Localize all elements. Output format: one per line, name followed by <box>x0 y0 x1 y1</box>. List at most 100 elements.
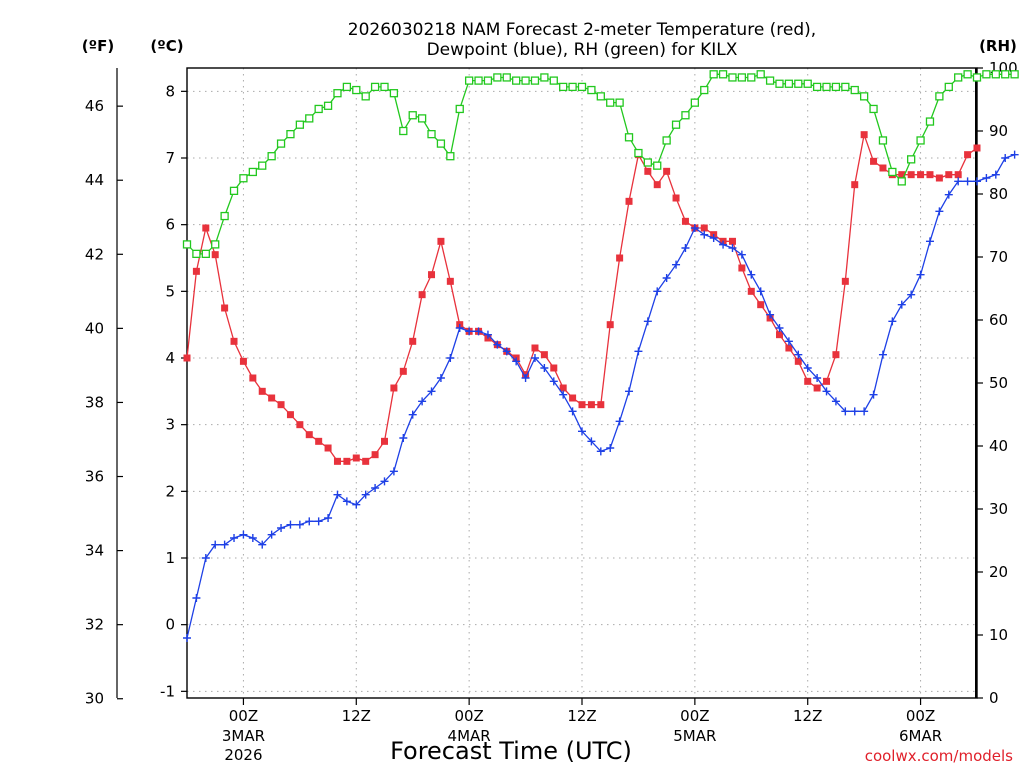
rh-point <box>728 73 737 82</box>
rh-point <box>201 249 210 259</box>
temperature-point <box>531 344 539 352</box>
dewpoint-point <box>690 224 699 232</box>
temperature-point <box>785 344 793 352</box>
dewpoint-point <box>615 417 624 426</box>
temperature-point <box>192 267 200 275</box>
dewpoint-point <box>850 407 859 416</box>
dewpoint-point <box>681 244 690 252</box>
temperature-point <box>315 437 323 445</box>
temperature-point <box>587 401 595 409</box>
rh-point <box>314 104 323 114</box>
dewpoint-point <box>841 407 850 416</box>
rh-point <box>822 82 831 92</box>
temperature-point <box>917 171 925 179</box>
rh-tick-label: 50 <box>989 374 1008 392</box>
rh-point <box>653 161 662 170</box>
dewpoint-point <box>493 340 502 349</box>
rh-point <box>352 85 361 95</box>
temperature-point <box>202 224 210 232</box>
dewpoint-point <box>775 324 784 332</box>
temperature-point <box>362 457 370 465</box>
dewpoint-point <box>860 407 869 416</box>
rh-point <box>954 73 963 82</box>
dewpoint-point <box>935 207 944 216</box>
temperature-point <box>870 157 878 165</box>
dewpoint-point <box>982 174 991 182</box>
rh-point <box>634 148 643 158</box>
rh-point <box>606 98 615 107</box>
rh-point <box>559 82 568 92</box>
rh-point <box>399 126 408 136</box>
rh-point <box>502 73 511 82</box>
rh-point <box>681 111 690 120</box>
dewpoint-point <box>643 317 652 326</box>
dewpoint-point <box>389 467 398 476</box>
dewpoint-point <box>183 634 191 642</box>
rh-point <box>333 89 342 98</box>
credit-link[interactable]: coolwx.com/models <box>865 747 1013 765</box>
dewpoint-point <box>333 490 342 499</box>
temperature-point <box>973 144 981 152</box>
rh-point <box>370 82 380 92</box>
temperature-point <box>813 384 821 392</box>
rh-point <box>417 114 427 123</box>
x-tick-date-label: 3MAR <box>222 727 265 745</box>
dewpoint-point <box>371 484 380 492</box>
rh-point <box>587 85 596 95</box>
dewpoint-point <box>540 364 549 372</box>
temperature-line <box>186 132 978 463</box>
x-tick-label: 00Z <box>906 707 935 725</box>
x-tick-date-label: 5MAR <box>673 727 716 745</box>
temperature-point <box>851 181 859 189</box>
rh-point <box>258 161 267 170</box>
dewpoint-point <box>502 347 511 356</box>
fahrenheit-tick-label: 46 <box>85 97 104 115</box>
temperature-point <box>437 237 445 245</box>
dewpoint-point <box>831 397 840 406</box>
rh-point <box>286 129 295 139</box>
dewpoint-point <box>916 270 925 279</box>
dewpoint-point <box>239 530 248 539</box>
rh-point <box>794 79 803 88</box>
dewpoint-point <box>568 407 577 416</box>
rh-tick-label: 0 <box>989 689 999 707</box>
rh-point <box>850 85 859 95</box>
rh-point <box>615 98 624 107</box>
rh-point <box>624 133 634 142</box>
rh-point <box>380 82 389 92</box>
dewpoint-point <box>907 290 916 299</box>
dewpoint-point <box>672 260 681 269</box>
dewpoint-point <box>888 317 897 326</box>
fahrenheit-tick-label: 36 <box>85 468 104 486</box>
rh-point <box>671 120 681 129</box>
rh-point <box>935 92 944 101</box>
x-tick-label: 00Z <box>680 707 709 725</box>
dewpoint-point <box>1001 154 1010 162</box>
axes: -101234567830323436384042444601020304050… <box>85 59 1018 764</box>
rh-point <box>737 73 747 82</box>
dewpoint-point <box>361 490 370 499</box>
rh-tick-label: 60 <box>989 311 1008 329</box>
dewpoint-point <box>352 500 361 509</box>
dewpoint-point <box>267 530 276 539</box>
dewpoint-point <box>530 354 539 362</box>
rh-point <box>361 92 370 101</box>
x-tick-label: 12Z <box>567 707 596 725</box>
rh-point <box>211 240 220 249</box>
rh-point <box>389 89 399 98</box>
temperature-point <box>926 171 934 179</box>
fahrenheit-tick-label: 42 <box>85 245 104 263</box>
temperature-point <box>597 401 605 409</box>
temperature-point <box>578 401 586 409</box>
temperature-point <box>794 357 802 365</box>
temperature-point <box>776 331 783 339</box>
celsius-tick-label: 4 <box>165 349 175 367</box>
dewpoint-point <box>756 287 765 296</box>
rh-point <box>812 82 822 92</box>
dewpoint-point <box>700 230 709 239</box>
rh-tick-label: 10 <box>989 626 1008 644</box>
rh-point <box>888 167 897 177</box>
rh-point <box>342 82 352 92</box>
temperature-point <box>428 271 436 279</box>
rh-point <box>427 129 436 139</box>
